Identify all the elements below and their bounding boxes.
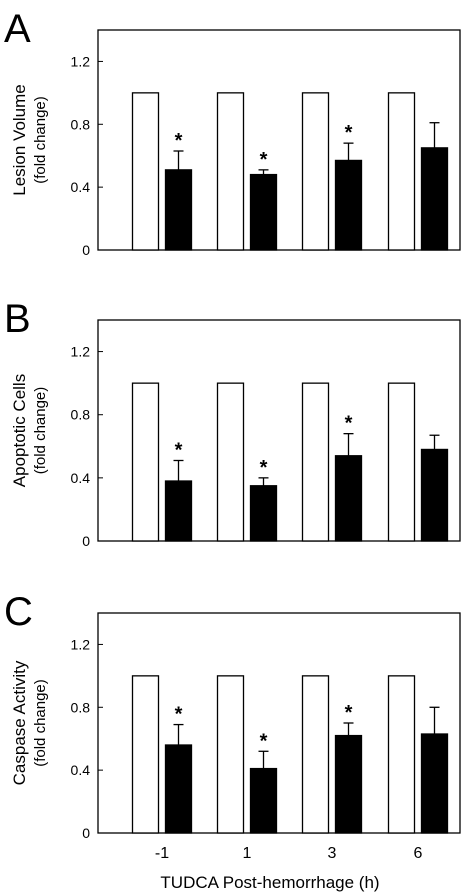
bar-control (387, 92, 416, 251)
plot-frame (97, 29, 461, 251)
significance-star: * (175, 130, 183, 152)
bar-control (301, 382, 330, 542)
bar-treated (334, 455, 363, 542)
x-tick-label: 1 (243, 845, 252, 862)
y-tick-label: 0.4 (71, 762, 91, 778)
x-tick-label: 6 (414, 845, 423, 862)
y-axis-label: Lesion Volume (10, 84, 29, 196)
bar-control (387, 675, 416, 834)
significance-star: * (345, 702, 353, 724)
y-axis-label: Apoptotic Cells (10, 374, 29, 487)
y-tick-label: 0.8 (71, 407, 91, 423)
significance-star: * (260, 149, 268, 171)
y-tick-label: 1.2 (71, 636, 91, 652)
bar-control (301, 675, 330, 834)
y-tick-label: 0.4 (71, 470, 91, 486)
panel-letter: A (4, 7, 31, 51)
bar-treated (164, 480, 193, 542)
y-tick-label: 0.4 (71, 179, 91, 195)
y-tick-label: 1.2 (71, 344, 91, 360)
bar-treated (249, 767, 278, 834)
panel-b: B 0 0.4 0.8 1.2 Apoptotic Cells (fold change) *… (4, 297, 461, 549)
significance-star: * (260, 457, 268, 479)
plot-frame (97, 319, 461, 542)
y-axis-sublabel: (fold change) (32, 679, 49, 767)
bar-treated (164, 169, 193, 251)
y-tick-label: 0 (82, 533, 90, 549)
x-tick-label: -1 (155, 845, 169, 862)
y-tick-label: 0.8 (71, 116, 91, 132)
bar-treated (420, 733, 449, 834)
significance-star: * (260, 730, 268, 752)
significance-star: * (345, 122, 353, 144)
bar-control (131, 382, 160, 542)
bar-control (387, 382, 416, 542)
y-tick-label: 0.8 (71, 699, 91, 715)
bar-control (131, 675, 160, 834)
y-axis-sublabel: (fold change) (32, 387, 49, 475)
panel-c: C 0 0.4 0.8 1.2 Caspase Activity (fold change)… (4, 590, 461, 862)
significance-star: * (175, 439, 183, 461)
bar-control (216, 675, 245, 834)
significance-star: * (345, 413, 353, 435)
y-axis-sublabel: (fold change) (32, 96, 49, 184)
bar-treated (249, 173, 278, 251)
bar-control (216, 382, 245, 542)
bar-treated (249, 485, 278, 542)
panel-letter: C (4, 590, 33, 634)
bar-treated (420, 448, 449, 542)
significance-star: * (175, 704, 183, 726)
y-tick-label: 0 (82, 825, 90, 841)
bar-treated (334, 734, 363, 834)
y-tick-label: 1.2 (71, 53, 91, 69)
y-tick-label: 0 (82, 242, 90, 258)
bar-control (301, 92, 330, 251)
y-axis-label: Caspase Activity (10, 660, 29, 785)
x-axis-title: TUDCA Post-hemorrhage (h) (160, 873, 379, 892)
bar-control (216, 92, 245, 251)
bar-treated (164, 744, 193, 834)
bar-treated (334, 159, 363, 251)
x-tick-label: 3 (328, 845, 337, 862)
bar-control (131, 92, 160, 251)
panel-letter: B (4, 297, 31, 341)
plot-frame (97, 612, 461, 834)
panel-a: A 0 0.4 0.8 1.2 Lesion Volume (fold change) * * * (4, 7, 461, 258)
bar-treated (420, 147, 449, 251)
